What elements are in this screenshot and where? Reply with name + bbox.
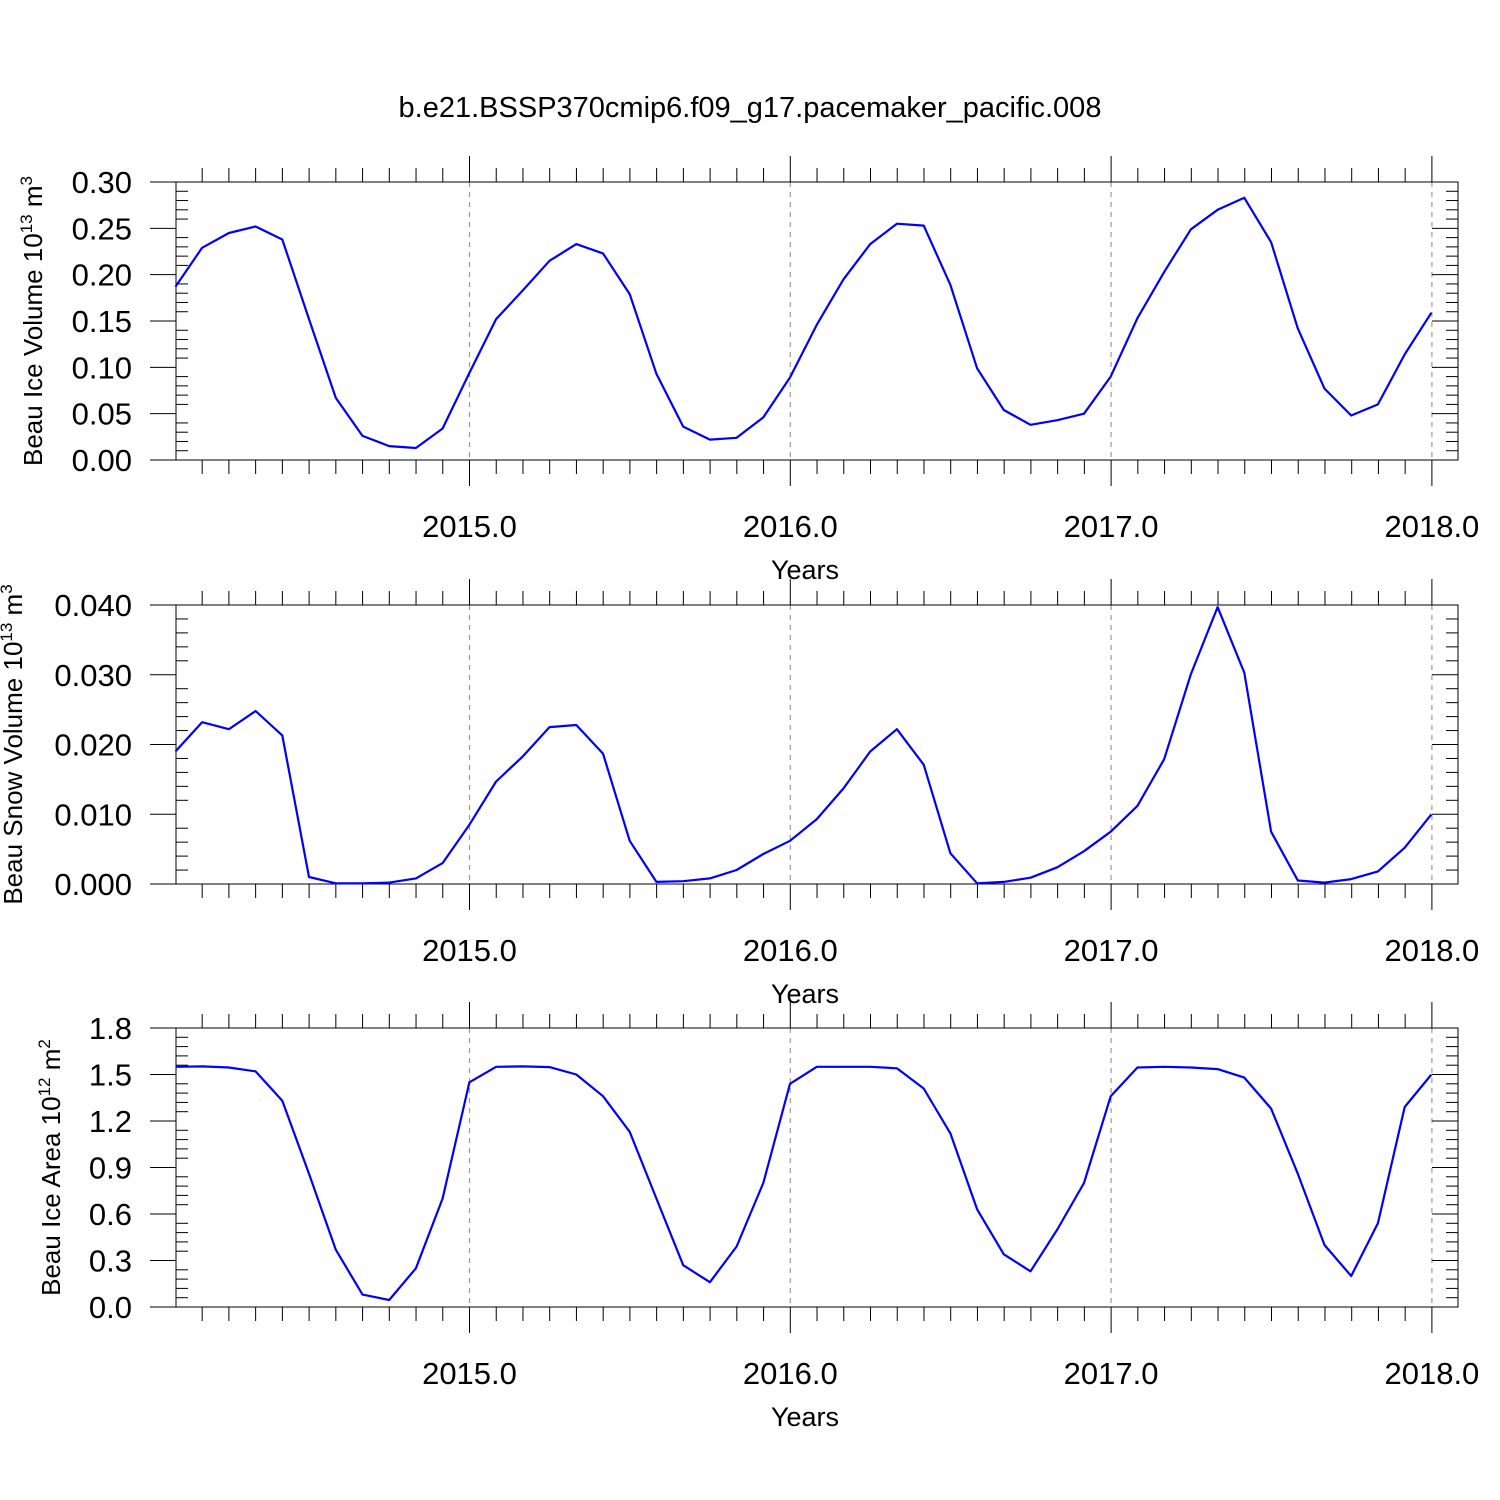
y-axis-label-part: m (0, 594, 28, 623)
y-tick-label: 0.00 (72, 443, 132, 478)
x-axis-label: Years (771, 979, 839, 1009)
plot-frame (175, 604, 1459, 885)
x-tick-label: 2016.0 (743, 509, 838, 544)
y-axis-label-sup: 3 (0, 584, 16, 593)
y-axis-label-part: m (36, 1049, 66, 1078)
y-axis-label-sup: 2 (35, 1039, 54, 1048)
y-tick-label: 0.6 (89, 1197, 132, 1232)
panels: 0.00 0.05 0.10 0.15 0.20 0.25 0.30 2015.0 2016.0… (0, 156, 1479, 1432)
panel-3: 0.0 0.3 0.6 0.9 1.2 1.5 1.8 2015.0 2016.0 2017.0 2… (35, 1002, 1479, 1432)
y-tick-label: 0.010 (54, 797, 132, 832)
x-tick-label: 2018.0 (1384, 933, 1479, 968)
y-tick-label: 0.10 (72, 350, 132, 385)
x-tick-label: 2017.0 (1064, 933, 1159, 968)
y-tick-label: 1.5 (89, 1058, 132, 1093)
y-tick-label: 0.3 (89, 1244, 132, 1279)
y-axis-label: Beau Snow Volume 1013 m3 (0, 584, 28, 904)
x-tick-label: 2018.0 (1384, 509, 1479, 544)
y-axis-label-sup: 12 (35, 1077, 54, 1096)
plot-frame (175, 1027, 1459, 1308)
y-axis-label: Beau Ice Area 1012 m2 (35, 1039, 66, 1296)
x-tick-label: 2018.0 (1384, 1356, 1479, 1391)
x-tick-label: 2017.0 (1064, 509, 1159, 544)
chart-title: b.e21.BSSP370cmip6.f09_g17.pacemaker_pac… (399, 92, 1102, 124)
data-line-series-1 (175, 1065, 1433, 1302)
y-tick-label: 0.040 (54, 588, 132, 623)
y-tick-label: 0.9 (89, 1151, 132, 1186)
y-tick-label: 0.20 (72, 258, 132, 293)
x-tick-label: 2016.0 (743, 933, 838, 968)
x-axis-label: Years (771, 555, 839, 585)
y-axis-label-sup: 3 (17, 176, 36, 185)
panel-1: 0.00 0.05 0.10 0.15 0.20 0.25 0.30 2015.0 2016.0… (17, 156, 1479, 585)
panel-2: 0.000 0.010 0.020 0.030 0.040 2015.0 2016.0 201… (0, 579, 1479, 1009)
x-axis-label: Years (771, 1402, 839, 1432)
data-line-series-1 (174, 605, 1433, 885)
y-tick-label: 1.8 (89, 1011, 132, 1046)
data-line-series-1 (174, 196, 1433, 450)
y-tick-label: 1.2 (89, 1104, 132, 1139)
y-axis-label-sup: 13 (17, 214, 36, 233)
x-tick-label: 2015.0 (422, 933, 517, 968)
y-tick-label: 0.15 (72, 304, 132, 339)
y-tick-label: 0.0 (89, 1290, 132, 1325)
y-axis-label-part: Beau Snow Volume 10 (0, 642, 28, 905)
x-tick-label: 2015.0 (422, 1356, 517, 1391)
x-tick-label: 2015.0 (422, 509, 517, 544)
y-axis-label-part: Beau Ice Volume 10 (18, 233, 48, 466)
y-tick-label: 0.25 (72, 211, 132, 246)
y-tick-label: 0.030 (54, 658, 132, 693)
y-axis-label-part: Beau Ice Area 10 (36, 1096, 66, 1295)
y-axis-label-sup: 13 (0, 623, 16, 642)
y-tick-label: 0.30 (72, 165, 132, 200)
y-axis-label-part: m (18, 185, 48, 214)
plot-frame (175, 181, 1459, 461)
y-tick-label: 0.020 (54, 728, 132, 763)
x-tick-label: 2016.0 (743, 1356, 838, 1391)
y-tick-label: 0.05 (72, 397, 132, 432)
y-tick-label: 0.000 (54, 867, 132, 902)
y-axis-label: Beau Ice Volume 1013 m3 (17, 176, 48, 466)
x-tick-label: 2017.0 (1064, 1356, 1159, 1391)
